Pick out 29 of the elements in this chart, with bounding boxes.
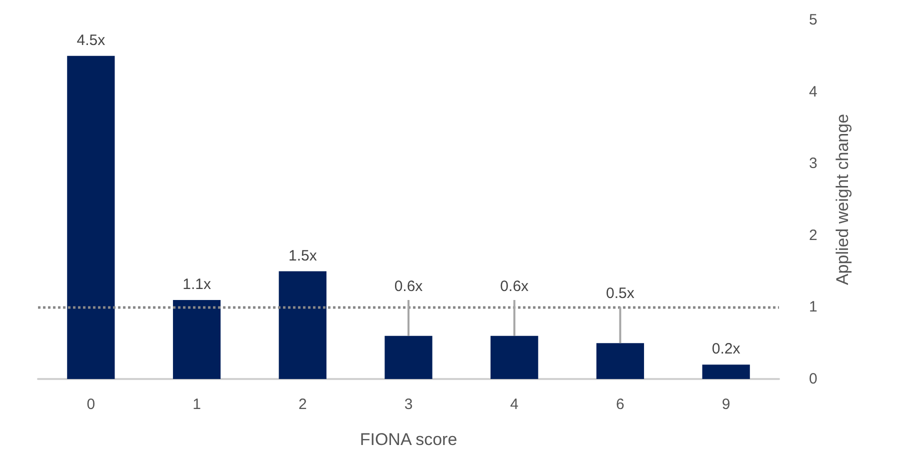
x-axis-title: FIONA score	[360, 430, 458, 449]
y-axis-title: Applied weight change	[833, 114, 852, 286]
x-tick-label: 0	[86, 396, 96, 413]
bar	[596, 343, 644, 379]
bar	[702, 364, 750, 379]
x-tick-label: 3	[404, 396, 413, 413]
x-tick-label: 4	[510, 396, 519, 413]
data-label: 0.6x	[394, 278, 424, 296]
data-label: 0.5x	[606, 285, 635, 302]
x-tick-label: 6	[616, 396, 624, 413]
data-label: 4.5x	[76, 32, 106, 49]
data-label: 1.1x	[182, 276, 212, 294]
y-tick-label: 1	[809, 298, 818, 316]
x-tick-label: 2	[298, 396, 307, 413]
y-tick-label: 2	[809, 226, 818, 244]
data-label: 0.6x	[500, 278, 530, 296]
y-tick-label: 4	[809, 83, 818, 100]
bar	[490, 336, 538, 379]
bar	[67, 56, 115, 379]
x-tick-label: 9	[722, 396, 730, 413]
bar	[278, 271, 326, 379]
x-tick-label: 1	[192, 396, 201, 413]
bar	[172, 300, 221, 379]
y-tick-label: 0	[809, 370, 818, 388]
bar	[384, 336, 432, 379]
data-label: 1.5x	[288, 247, 318, 264]
data-label: 0.2x	[712, 340, 741, 358]
y-tick-label: 3	[809, 155, 818, 172]
y-tick-label: 5	[809, 12, 818, 28]
